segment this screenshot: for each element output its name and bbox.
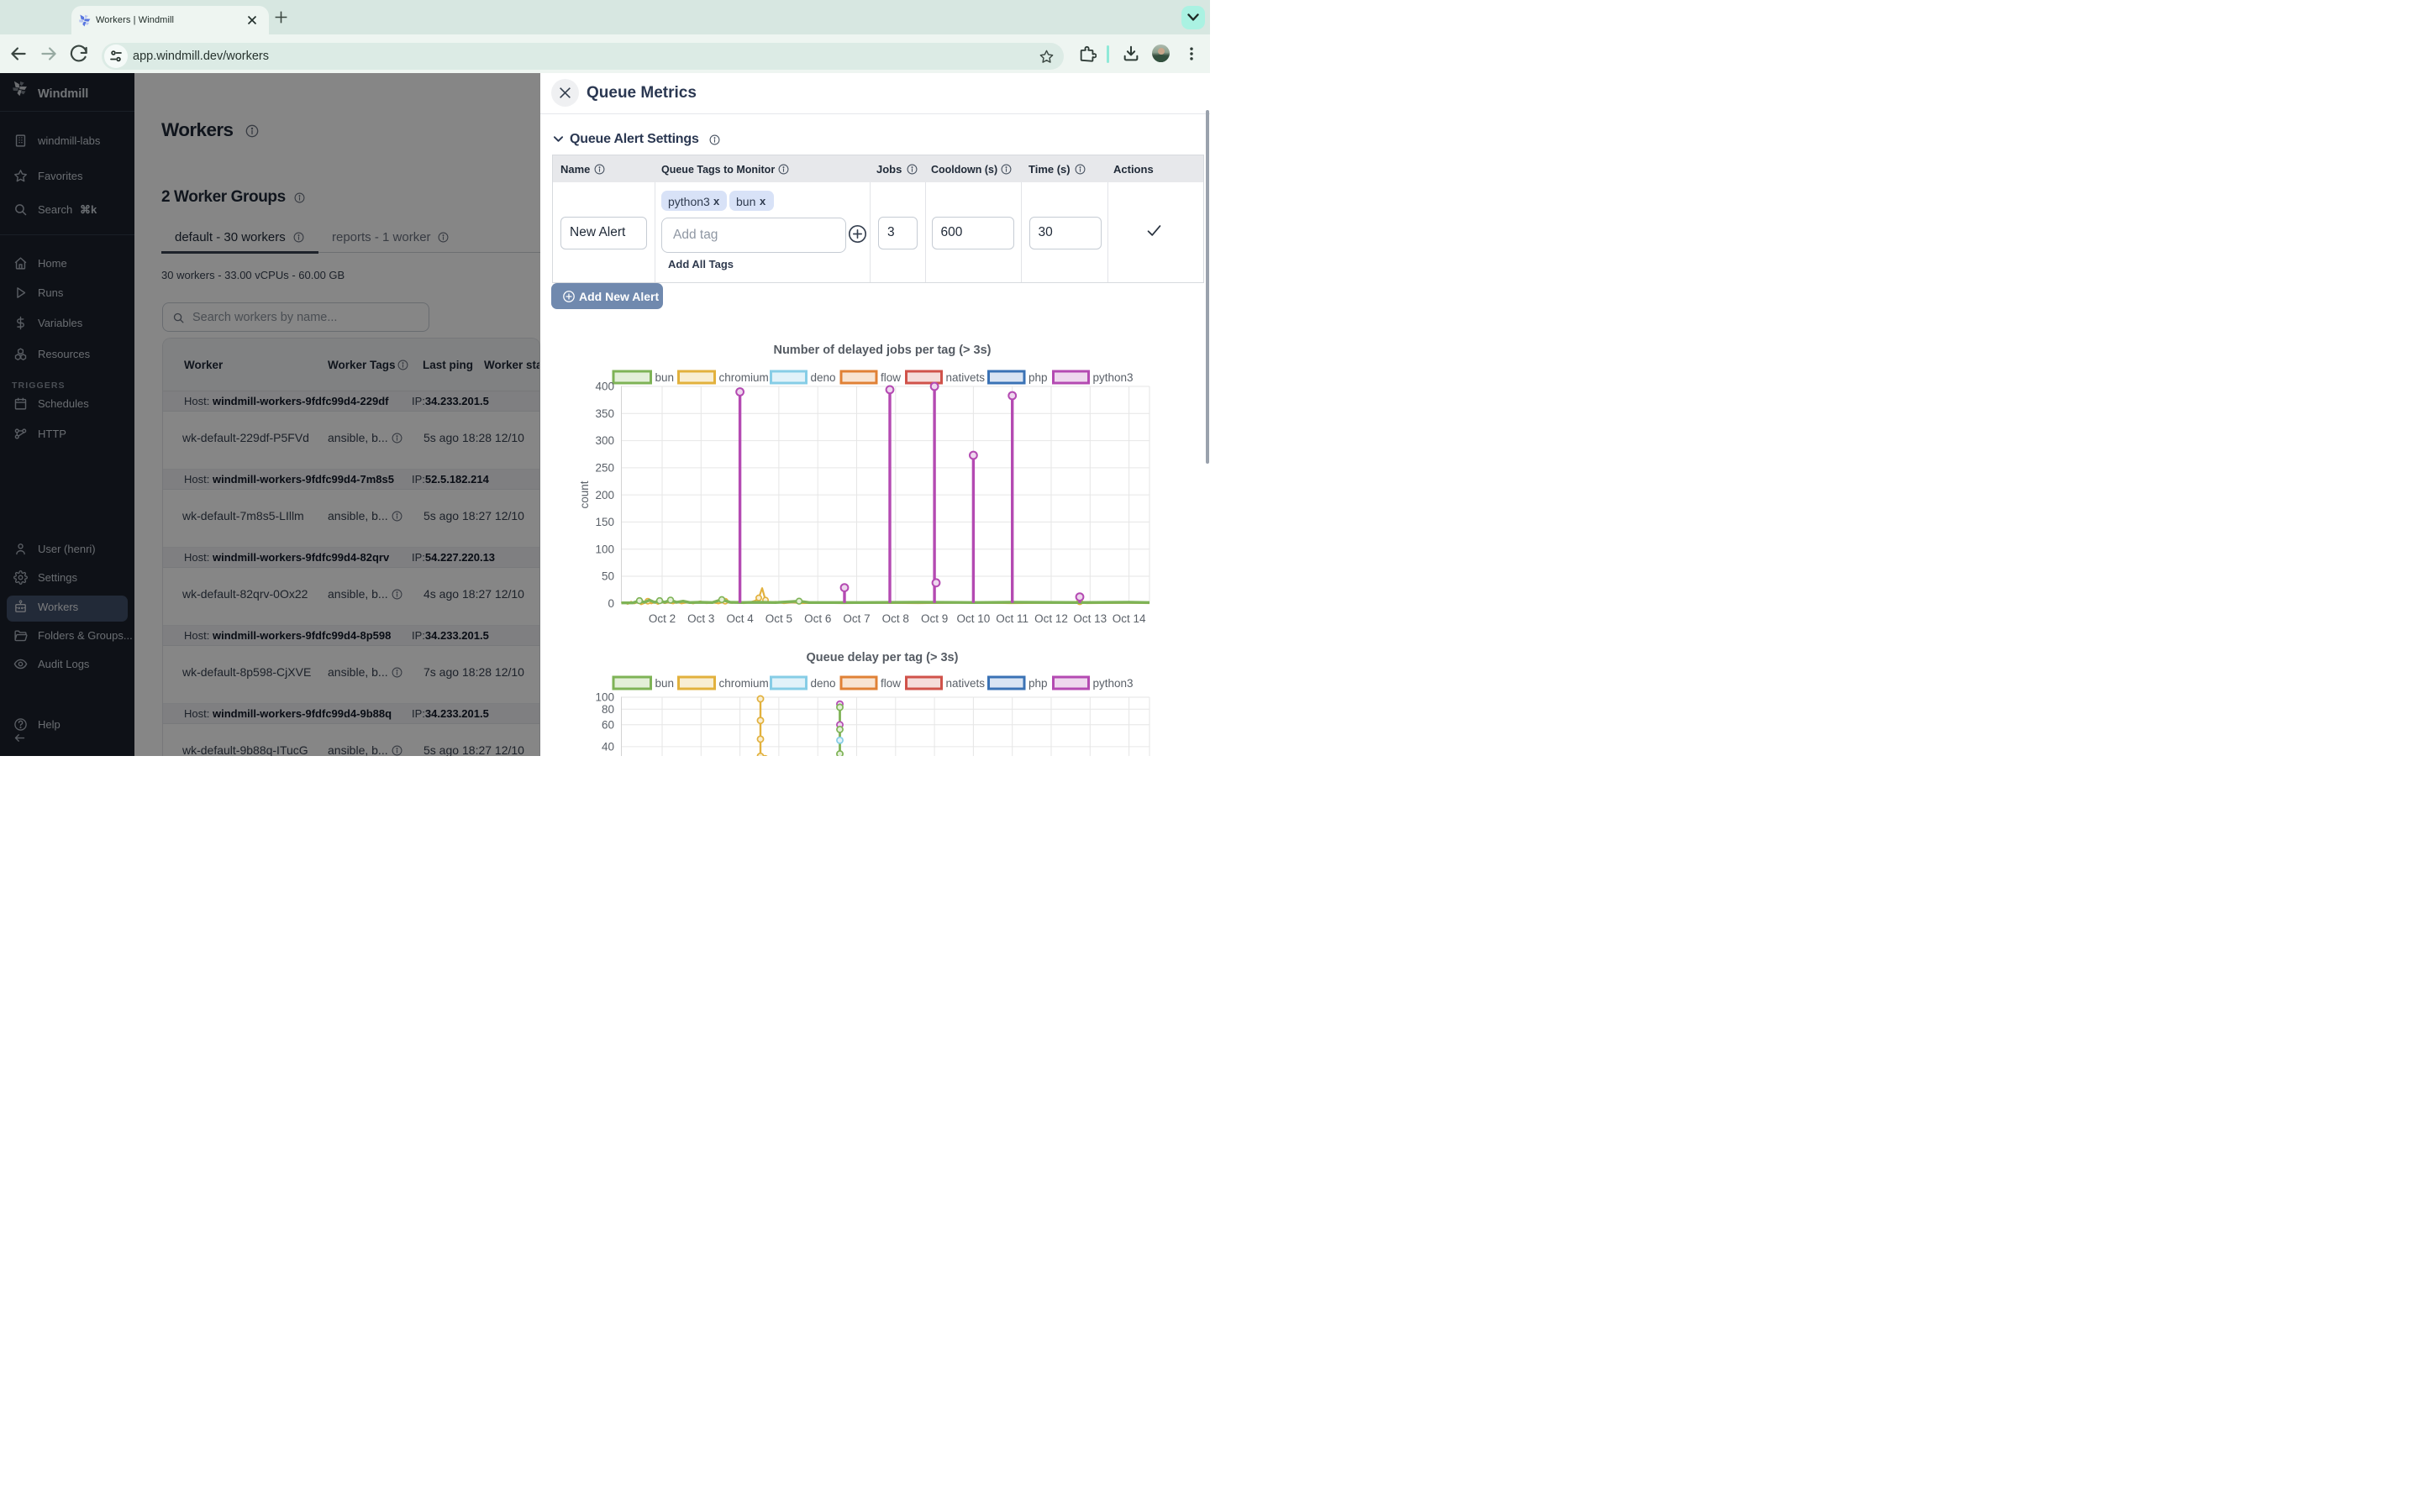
- svg-text:50: 50: [602, 570, 614, 583]
- svg-text:flow: flow: [881, 677, 901, 690]
- svg-text:Oct 12: Oct 12: [1034, 612, 1068, 625]
- svg-text:Oct 3: Oct 3: [687, 612, 714, 625]
- svg-text:0: 0: [608, 597, 614, 610]
- svg-text:python3: python3: [1093, 677, 1134, 690]
- svg-text:100: 100: [595, 691, 614, 704]
- svg-text:flow: flow: [881, 371, 901, 384]
- svg-text:Queue delay per tag (> 3s): Queue delay per tag (> 3s): [807, 651, 959, 664]
- svg-text:nativets: nativets: [946, 677, 986, 690]
- svg-text:nativets: nativets: [946, 371, 986, 384]
- svg-text:bun: bun: [655, 677, 675, 690]
- svg-text:200: 200: [595, 489, 614, 501]
- svg-text:Oct 14: Oct 14: [1113, 612, 1146, 625]
- svg-text:150: 150: [595, 516, 614, 528]
- svg-text:400: 400: [595, 381, 614, 393]
- svg-text:100: 100: [595, 543, 614, 555]
- svg-text:80: 80: [602, 703, 614, 716]
- svg-text:php: php: [1028, 371, 1048, 384]
- svg-text:chromium: chromium: [719, 371, 769, 384]
- svg-text:Oct 11: Oct 11: [996, 612, 1028, 625]
- svg-text:Oct 4: Oct 4: [726, 612, 754, 625]
- svg-text:300: 300: [595, 434, 614, 447]
- svg-text:Oct 8: Oct 8: [882, 612, 909, 625]
- svg-text:Oct 13: Oct 13: [1073, 612, 1107, 625]
- svg-text:Oct 5: Oct 5: [765, 612, 792, 625]
- svg-text:Oct 7: Oct 7: [843, 612, 870, 625]
- svg-text:bun: bun: [655, 371, 675, 384]
- svg-text:Oct 9: Oct 9: [921, 612, 948, 625]
- svg-text:40: 40: [602, 741, 614, 753]
- svg-text:Oct 6: Oct 6: [804, 612, 831, 625]
- svg-text:Oct 2: Oct 2: [649, 612, 676, 625]
- svg-text:Oct 10: Oct 10: [957, 612, 991, 625]
- svg-text:350: 350: [595, 407, 614, 420]
- svg-text:60: 60: [602, 718, 614, 731]
- svg-text:python3: python3: [1093, 371, 1134, 384]
- svg-text:deno: deno: [811, 371, 836, 384]
- svg-text:chromium: chromium: [719, 677, 769, 690]
- svg-text:count: count: [578, 480, 591, 508]
- svg-text:php: php: [1028, 677, 1048, 690]
- svg-text:250: 250: [595, 462, 614, 475]
- svg-text:deno: deno: [811, 677, 836, 690]
- svg-text:Number of delayed jobs per tag: Number of delayed jobs per tag (> 3s): [773, 344, 991, 357]
